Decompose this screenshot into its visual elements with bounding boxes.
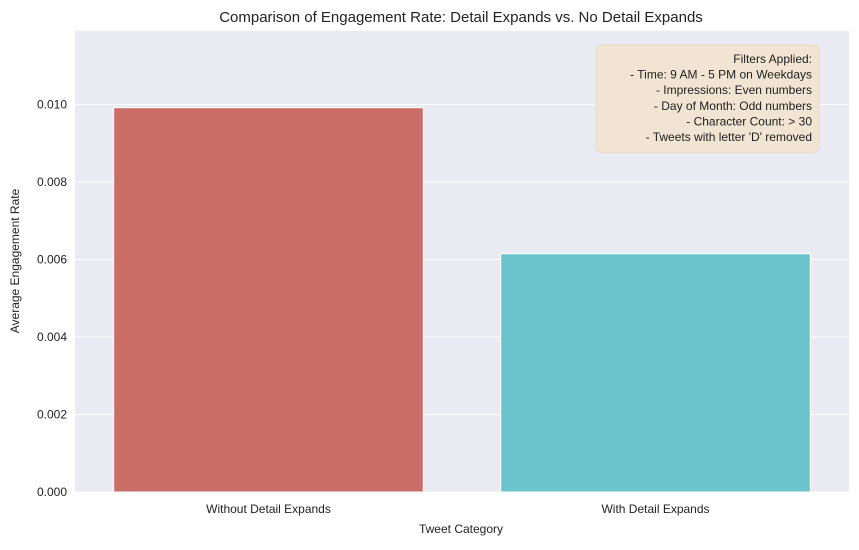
annotation-line: - Tweets with letter 'D' removed (646, 130, 812, 144)
annotation-box (595, 44, 820, 154)
bar-2 (500, 253, 811, 493)
x-tick-label: With Detail Expands (601, 502, 709, 516)
y-tick-label: 0.006 (37, 253, 67, 267)
y-tick-label: 0.004 (37, 330, 67, 344)
x-axis-ticks: Without Detail Expands With Detail Expand… (206, 502, 709, 516)
y-tick-label: 0.008 (37, 175, 67, 189)
bars (113, 107, 811, 493)
y-tick-label: 0.002 (37, 408, 67, 422)
annotation-line: - Character Count: > 30 (686, 114, 812, 128)
y-tick-label: 0.010 (37, 98, 67, 112)
bar-1 (113, 107, 424, 493)
x-tick-label: Without Detail Expands (206, 502, 331, 516)
annotation-line: - Day of Month: Odd numbers (654, 99, 812, 113)
y-axis-label: Average Engagement Rate (8, 188, 22, 333)
y-axis-ticks: 0.000 0.002 0.004 0.006 0.008 0.010 (37, 98, 67, 499)
annotation-line: - Impressions: Even numbers (656, 83, 812, 97)
annotation-line: Filters Applied: (733, 52, 812, 66)
filters-annotation: Filters Applied: - Time: 9 AM - 5 PM on W… (595, 44, 820, 154)
chart-title: Comparison of Engagement Rate: Detail Ex… (219, 9, 703, 26)
x-axis-label: Tweet Category (419, 522, 503, 536)
annotation-line: - Time: 9 AM - 5 PM on Weekdays (630, 68, 812, 82)
y-tick-label: 0.000 (37, 485, 67, 499)
